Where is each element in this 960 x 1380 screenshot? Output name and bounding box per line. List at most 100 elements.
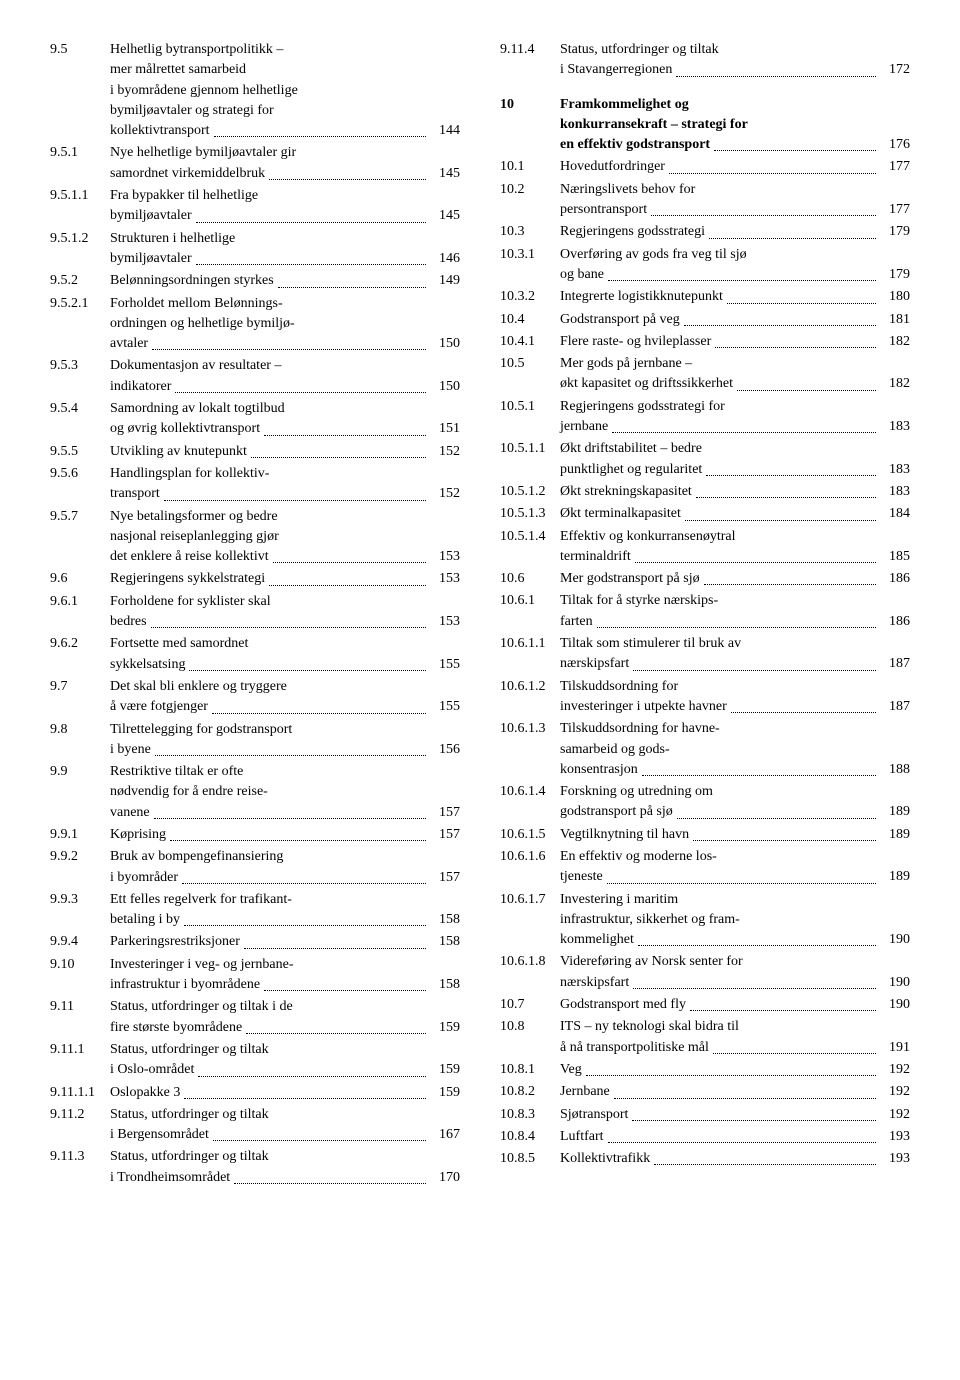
toc-title: Status, utfordringer og tiltaki Trondhei… xyxy=(110,1147,460,1188)
toc-title-line: Overføring av gods fra veg til sjø xyxy=(560,245,910,265)
toc-leader-dots xyxy=(651,215,876,216)
toc-title: Framkommelighet ogkonkurransekraft – str… xyxy=(560,95,910,156)
toc-entry: 9.5.2Belønningsordningen styrkes149 xyxy=(50,271,460,291)
toc-number: 10.5.1 xyxy=(500,397,560,438)
toc-leader-dots xyxy=(269,179,426,180)
toc-page: 192 xyxy=(880,1082,910,1102)
toc-title-line: Ett felles regelverk for trafikant- xyxy=(110,890,460,910)
toc-title-line: Helhetlig bytransportpolitikk – xyxy=(110,40,460,60)
toc-last-line: i Stavangerregionen172 xyxy=(560,60,910,80)
toc-last-text: Utvikling av knutepunkt xyxy=(110,442,247,462)
toc-title: En effektiv og moderne los-tjeneste189 xyxy=(560,847,910,888)
toc-leader-dots xyxy=(633,988,876,989)
toc-last-text: det enklere å reise kollektivt xyxy=(110,547,269,567)
toc-title: Tiltak som stimulerer til bruk avnærskip… xyxy=(560,634,910,675)
toc-title: Handlingsplan for kollektiv-transport152 xyxy=(110,464,460,505)
toc-title: Regjeringens godsstrategi forjernbane183 xyxy=(560,397,910,438)
toc-last-line: jernbane183 xyxy=(560,417,910,437)
toc-title: Køprising157 xyxy=(110,825,460,845)
toc-leader-dots xyxy=(706,475,876,476)
toc-last-text: bymiljøavtaler xyxy=(110,206,192,226)
toc-last-line: i Bergensområdet167 xyxy=(110,1125,460,1145)
toc-page: 191 xyxy=(880,1038,910,1058)
toc-number: 9.6 xyxy=(50,569,110,589)
toc-last-text: punktlighet og regularitet xyxy=(560,460,702,480)
toc-page: 183 xyxy=(880,460,910,480)
toc-number: 9.8 xyxy=(50,720,110,761)
toc-title: Status, utfordringer og tiltaki Bergenso… xyxy=(110,1105,460,1146)
toc-leader-dots xyxy=(184,1098,426,1099)
toc-page: 177 xyxy=(880,200,910,220)
toc-last-text: Integrerte logistikknutepunkt xyxy=(560,287,723,307)
toc-title-line: samarbeid og gods- xyxy=(560,740,910,760)
toc-last-line: Flere raste- og hvileplasser182 xyxy=(560,332,910,352)
toc-leader-dots xyxy=(198,1076,426,1077)
toc-title: Dokumentasjon av resultater –indikatorer… xyxy=(110,356,460,397)
toc-page: 182 xyxy=(880,374,910,394)
toc-page: 144 xyxy=(430,121,460,141)
toc-page: 153 xyxy=(430,547,460,567)
toc-number: 10.8.3 xyxy=(500,1105,560,1125)
toc-entry: 10.6.1.4Forskning og utredning omgodstra… xyxy=(500,782,910,823)
toc-last-line: Oslopakke 3159 xyxy=(110,1083,460,1103)
toc-page: 181 xyxy=(880,310,910,330)
toc-last-line: i Oslo-området159 xyxy=(110,1060,460,1080)
toc-title-line: Status, utfordringer og tiltak xyxy=(110,1147,460,1167)
toc-last-line: godstransport på sjø189 xyxy=(560,802,910,822)
toc-page: 157 xyxy=(430,868,460,888)
toc-last-text: Oslopakke 3 xyxy=(110,1083,180,1103)
toc-title-line: bymiljøavtaler og strategi for xyxy=(110,101,460,121)
toc-title: Fra bypakker til helhetligebymiljøavtale… xyxy=(110,186,460,227)
toc-last-text: i byene xyxy=(110,740,151,760)
toc-number: 9.11.3 xyxy=(50,1147,110,1188)
toc-number: 9.5.1.2 xyxy=(50,229,110,270)
toc-page: 152 xyxy=(430,442,460,462)
toc-title: Parkeringsrestriksjoner158 xyxy=(110,932,460,952)
toc-title-line: Nye helhetlige bymiljøavtaler gir xyxy=(110,143,460,163)
toc-page: 146 xyxy=(430,249,460,269)
toc-last-line: Kollektivtrafikk193 xyxy=(560,1149,910,1169)
toc-title: Investeringer i veg- og jernbane-infrast… xyxy=(110,955,460,996)
toc-entry: 10.8ITS – ny teknologi skal bidra tilå n… xyxy=(500,1017,910,1058)
toc-leader-dots xyxy=(704,584,876,585)
toc-last-line: betaling i by158 xyxy=(110,910,460,930)
toc-title-line: Det skal bli enklere og tryggere xyxy=(110,677,460,697)
toc-title: Ett felles regelverk for trafikant-betal… xyxy=(110,890,460,931)
toc-page: 177 xyxy=(880,157,910,177)
toc-entry: 9.11.2Status, utfordringer og tiltaki Be… xyxy=(50,1105,460,1146)
toc-leader-dots xyxy=(608,280,876,281)
toc-entry: 9.5.1.1Fra bypakker til helhetligebymilj… xyxy=(50,186,460,227)
toc-number: 10.2 xyxy=(500,180,560,221)
toc-leader-dots xyxy=(264,435,426,436)
toc-last-line: Hovedutfordringer177 xyxy=(560,157,910,177)
toc-last-line: økt kapasitet og driftssikkerhet182 xyxy=(560,374,910,394)
toc-last-line: nærskipsfart190 xyxy=(560,973,910,993)
toc-number: 10.5.1.1 xyxy=(500,439,560,480)
toc-number: 9.5.1.1 xyxy=(50,186,110,227)
toc-last-line: sykkelsatsing155 xyxy=(110,655,460,675)
toc-leader-dots xyxy=(676,76,876,77)
toc-page: 190 xyxy=(880,930,910,950)
toc-last-line: avtaler150 xyxy=(110,334,460,354)
toc-title-line: Strukturen i helhetlige xyxy=(110,229,460,249)
toc-entry: 9.9.2Bruk av bompengefinansieringi byomr… xyxy=(50,847,460,888)
toc-number: 10.8.5 xyxy=(500,1149,560,1169)
toc-last-text: betaling i by xyxy=(110,910,180,930)
toc-title: Næringslivets behov forpersontransport17… xyxy=(560,180,910,221)
toc-last-text: i Bergensområdet xyxy=(110,1125,209,1145)
toc-page: 193 xyxy=(880,1149,910,1169)
toc-last-text: bedres xyxy=(110,612,147,632)
toc-last-line: tjeneste189 xyxy=(560,867,910,887)
toc-title: Status, utfordringer og tiltaki Oslo-omr… xyxy=(110,1040,460,1081)
toc-title: Regjeringens godsstrategi179 xyxy=(560,222,910,242)
right-column: 9.11.4Status, utfordringer og tiltaki St… xyxy=(500,40,910,1190)
toc-page: 157 xyxy=(430,803,460,823)
toc-last-line: kollektivtransport144 xyxy=(110,121,460,141)
toc-title-line: Fortsette med samordnet xyxy=(110,634,460,654)
toc-entry: 9.9Restriktive tiltak er oftenødvendig f… xyxy=(50,762,460,823)
toc-entry: 9.5.7Nye betalingsformer og bedrenasjona… xyxy=(50,507,460,568)
toc-page: 192 xyxy=(880,1060,910,1080)
toc-entry: 9.9.1Køprising157 xyxy=(50,825,460,845)
toc-number: 9.11.4 xyxy=(500,40,560,81)
left-column: 9.5Helhetlig bytransportpolitikk –mer må… xyxy=(50,40,460,1190)
